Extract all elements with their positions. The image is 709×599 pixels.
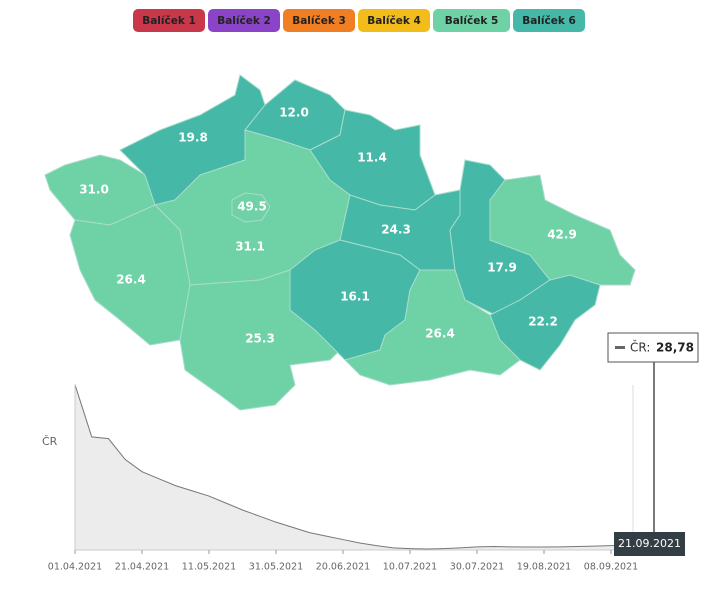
legend-pill[interactable] bbox=[133, 9, 205, 32]
region-value: 42.9 bbox=[547, 228, 577, 242]
x-tick-label: 01.04.2021 bbox=[48, 562, 102, 573]
trend-chart: ČR 01.04.2021 21.04.2021 11.05.2021 31.05.2… bbox=[42, 384, 645, 573]
region-value: 19.8 bbox=[178, 131, 208, 145]
region[interactable] bbox=[489, 274, 601, 371]
tooltip-value: 28,78 bbox=[656, 341, 694, 355]
legend-label: Balíček 2 bbox=[217, 15, 271, 27]
legend-label: Balíček 3 bbox=[292, 15, 346, 27]
date-label: 21.09.2021 bbox=[618, 537, 681, 550]
region-value: 22.2 bbox=[528, 315, 558, 329]
trend-line bbox=[74, 384, 645, 550]
area bbox=[75, 384, 645, 550]
legend-pill[interactable] bbox=[208, 9, 280, 32]
region-value: 12.0 bbox=[279, 106, 309, 120]
region[interactable] bbox=[231, 192, 271, 223]
legend-label: Balíček 6 bbox=[522, 15, 576, 27]
x-tick-label: 19.08.2021 bbox=[517, 562, 571, 573]
legend-label: Balíček 5 bbox=[445, 15, 499, 27]
x-tick-label: 31.05.2021 bbox=[249, 562, 303, 573]
x-tick-label: 20.06.2021 bbox=[316, 562, 370, 573]
tooltip-series: ČR: bbox=[630, 340, 650, 355]
x-tick-label: 10.07.2021 bbox=[383, 562, 437, 573]
tooltip-swatch bbox=[615, 346, 625, 349]
legend-label: Balíček 1 bbox=[142, 15, 196, 27]
region-value: 49.5 bbox=[237, 200, 267, 214]
legend-pill[interactable] bbox=[358, 9, 430, 32]
x-tick-label: 30.07.2021 bbox=[450, 562, 504, 573]
map: 31.0 19.8 12.0 11.4 31.1 49.5 26.4 25.3 24.3 16.1… bbox=[44, 74, 636, 411]
x-tick-label: 11.05.2021 bbox=[182, 562, 236, 573]
region-value: 11.4 bbox=[357, 151, 387, 165]
region-value: 26.4 bbox=[425, 327, 455, 341]
date-box bbox=[614, 532, 685, 556]
legend-pill[interactable] bbox=[513, 9, 585, 32]
x-tick-label: 08.09.2021 bbox=[584, 562, 638, 573]
region[interactable] bbox=[344, 269, 521, 386]
x-tick-label: 21.04.2021 bbox=[115, 562, 169, 573]
region[interactable] bbox=[69, 204, 191, 346]
chart-label: ČR bbox=[42, 435, 58, 448]
region-value: 31.0 bbox=[79, 183, 109, 197]
region-value: 31.1 bbox=[235, 240, 265, 254]
legend: Balíček 1 Balíček 2 Balíček 3 Balíček 4 Balí… bbox=[133, 9, 585, 32]
region-value: 25.3 bbox=[245, 332, 275, 346]
region-value: 26.4 bbox=[116, 273, 146, 287]
region[interactable] bbox=[489, 174, 636, 286]
region-value: 16.1 bbox=[340, 290, 370, 304]
region-value: 17.9 bbox=[487, 261, 517, 275]
legend-label: Balíček 4 bbox=[367, 15, 421, 27]
region-value: 24.3 bbox=[381, 223, 411, 237]
legend-pill[interactable] bbox=[283, 9, 355, 32]
tooltip: ČR: 28,78 21.09.2021 bbox=[607, 332, 699, 556]
legend-pill[interactable] bbox=[433, 9, 510, 32]
